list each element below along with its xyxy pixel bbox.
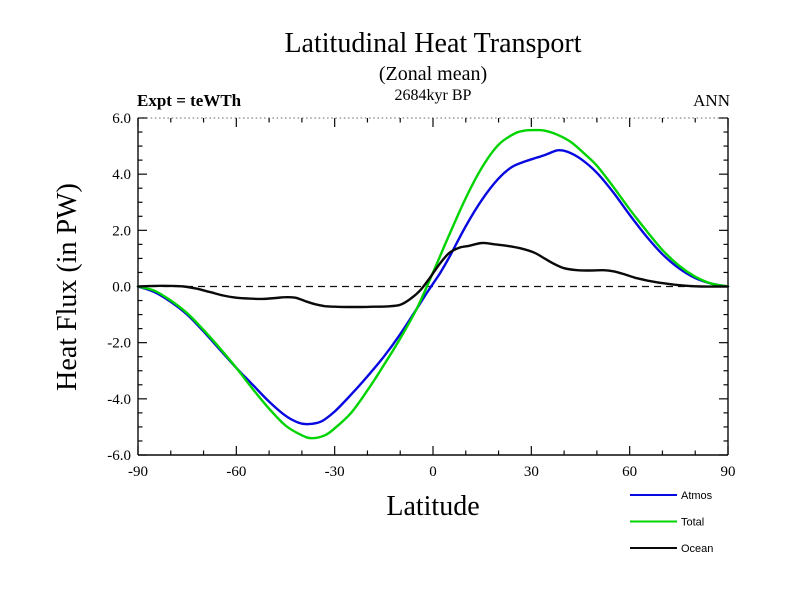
season-label: ANN xyxy=(693,91,730,110)
curve-ocean xyxy=(136,241,730,309)
y-tick-label: 4.0 xyxy=(112,167,131,183)
x-tick-label: 60 xyxy=(622,464,637,480)
curve-atmos xyxy=(136,148,730,426)
date-label: 2684kyr BP xyxy=(395,87,472,104)
curve-total xyxy=(136,128,730,440)
experiment-label: Expt = teWTh xyxy=(137,91,242,110)
x-axis-label: Latitude xyxy=(386,491,479,522)
x-tick-label: -30 xyxy=(325,464,345,480)
legend-label-atmos: Atmos xyxy=(681,490,713,502)
chart-subtitle: (Zonal mean) xyxy=(379,63,487,85)
x-tick-label: 0 xyxy=(429,464,437,480)
y-axis-label: Heat Flux (in PW) xyxy=(52,183,83,391)
data-curves xyxy=(136,128,730,440)
y-tick-label: 0.0 xyxy=(112,280,131,296)
tick-labels: -90 -60 -30 0 30 60 90 -6.0 -4.0 -2.0 0.0 2.0 4.0 6.0 xyxy=(107,111,735,480)
y-tick-label: -4.0 xyxy=(107,392,131,408)
y-tick-label: -6.0 xyxy=(107,448,131,464)
chart-title: Latitudinal Heat Transport xyxy=(284,28,581,59)
axis-ticks xyxy=(137,117,729,456)
chart-legend: Atmos Total Ocean xyxy=(630,490,713,555)
x-tick-label: -90 xyxy=(128,464,148,480)
y-tick-label: -2.0 xyxy=(107,336,131,352)
x-tick-label: -60 xyxy=(226,464,246,480)
y-tick-label: 2.0 xyxy=(112,223,131,239)
x-tick-label: 30 xyxy=(524,464,539,480)
legend-label-ocean: Ocean xyxy=(681,543,713,555)
y-tick-label: 6.0 xyxy=(112,111,131,127)
legend-label-total: Total xyxy=(681,517,704,529)
x-tick-label: 90 xyxy=(721,464,736,480)
